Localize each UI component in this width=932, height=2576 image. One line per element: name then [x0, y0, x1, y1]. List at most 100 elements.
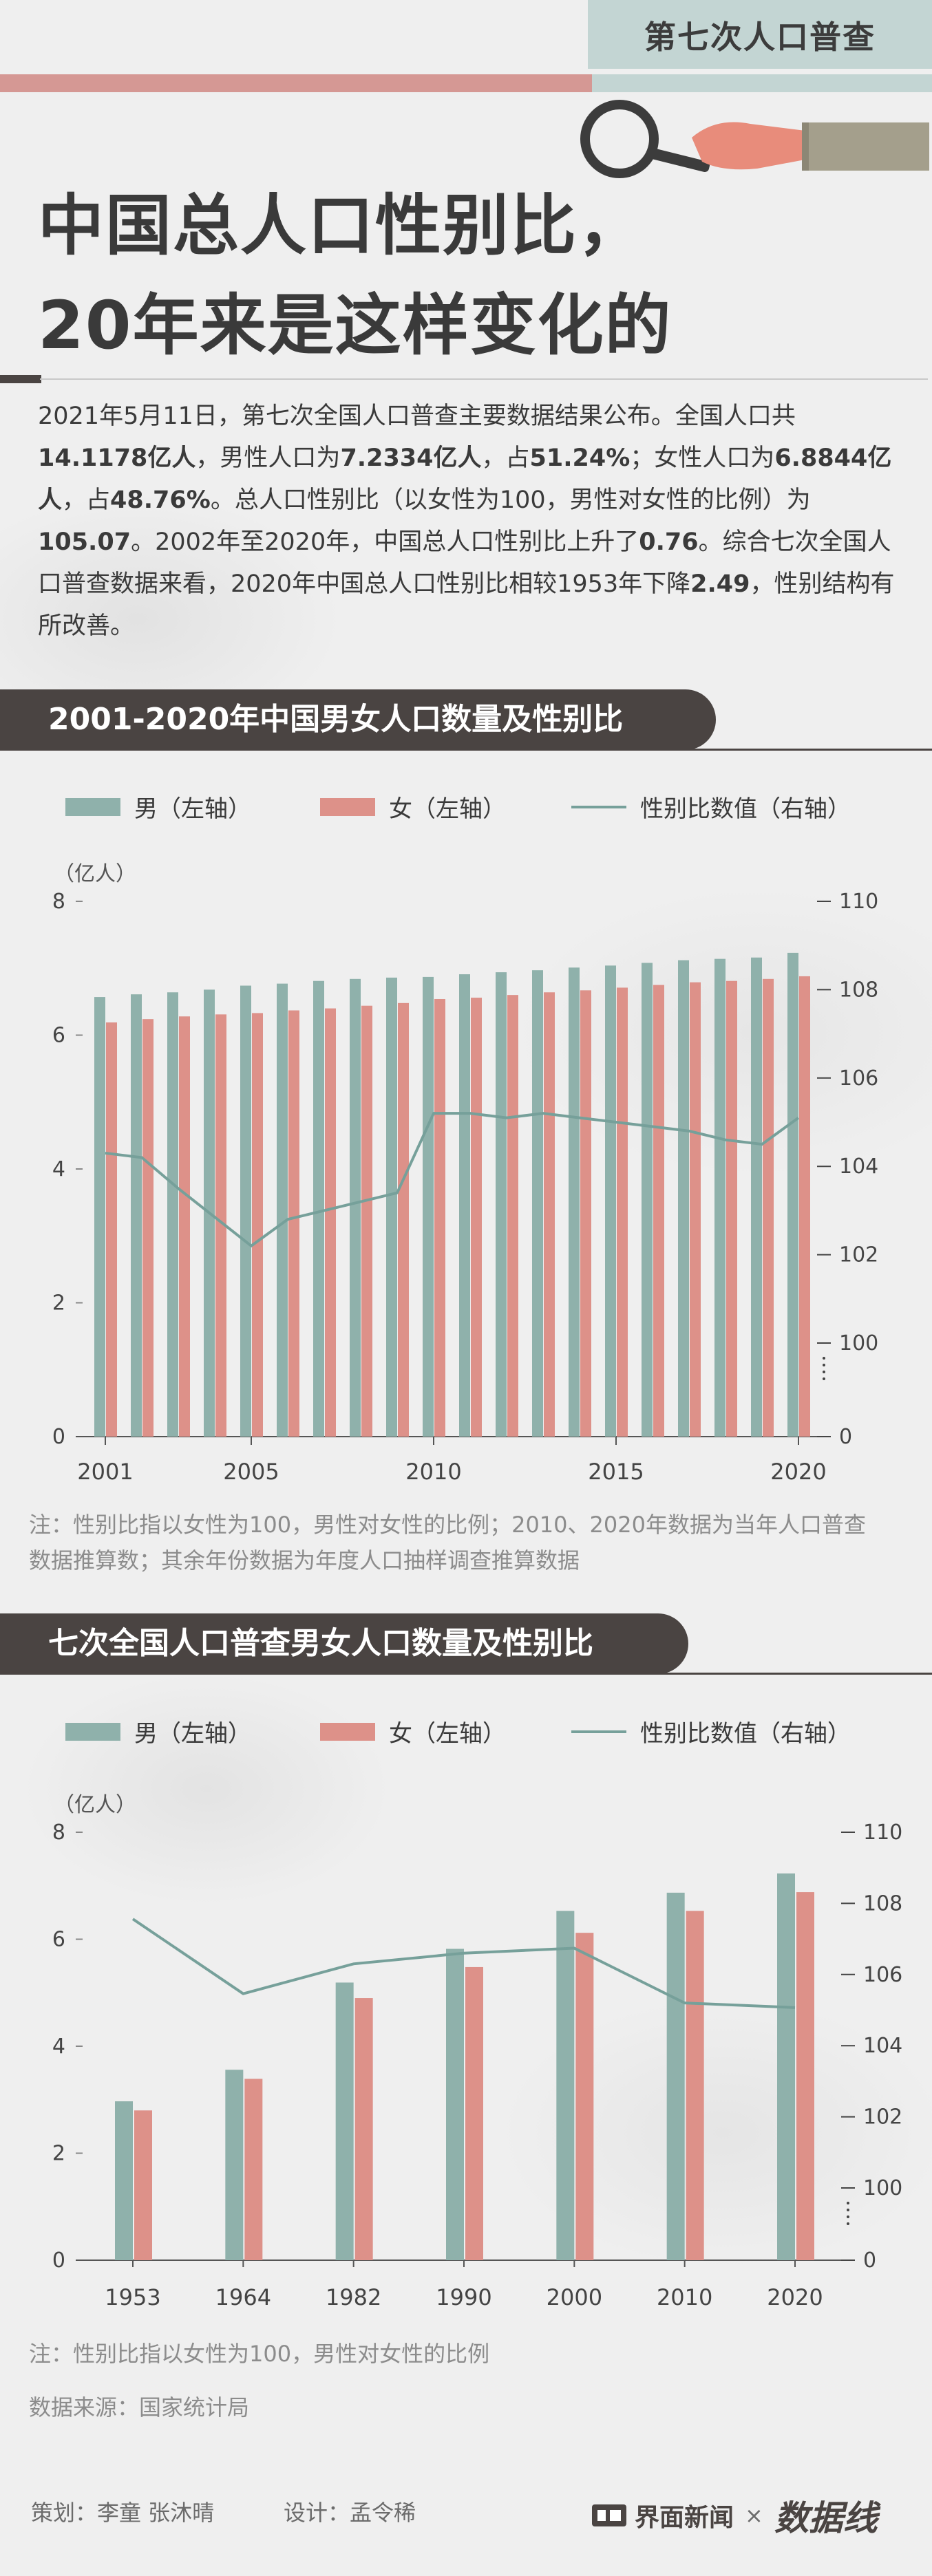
left-axis-tick: 0 [52, 1425, 65, 1449]
header-stripe-red [0, 74, 592, 92]
bar-female [763, 978, 774, 1437]
sleeve-icon [802, 122, 929, 171]
intro-highlight: 0.76 [639, 528, 699, 556]
bar-male [459, 974, 470, 1437]
note-census: 注：性别比指以女性为100，男性对女性的比例 [29, 2341, 490, 2367]
legend-female-label: 女（左轴） [389, 1720, 506, 1748]
bar-male [751, 957, 762, 1437]
left-axis-tick: 2 [52, 2142, 65, 2166]
section-title-annual: 2001-2020年中国男女人口数量及性别比 [0, 689, 716, 750]
x-axis-tick: 2005 [223, 1459, 279, 1485]
intro-highlight: 48.76% [110, 486, 211, 514]
bar-male [115, 2101, 133, 2260]
intro-highlight: 105.07 [38, 528, 131, 556]
chart-census: （亿人） 0 2 4 6 8 0 100 102 104 106 108 110 1953 1964 1982… [52, 1793, 902, 2310]
credit-planner: 策划：李童 张沐晴 [31, 2500, 215, 2526]
x-axis-tick: 2010 [405, 1459, 461, 1485]
section-title-census: 七次全国人口普查男女人口数量及性别比 [0, 1613, 688, 1674]
right-axis-tick: 110 [863, 1821, 902, 1845]
bar-male [240, 985, 251, 1437]
x-axis-tick: 2015 [588, 1459, 644, 1485]
bar-male [556, 1911, 575, 2260]
intro-text: 2021年5月11日，第七次全国人口普查主要数据结果公布。全国人口共 [38, 402, 796, 430]
intro-highlight: 7.2334亿人 [340, 444, 482, 472]
page-title-line1: 中国总人口性别比， [38, 187, 645, 264]
section-rule-annual [0, 749, 932, 751]
left-axis-tick: 4 [52, 2035, 65, 2059]
magnifier-illustration [580, 100, 929, 178]
right-axis-tick: 104 [839, 1155, 878, 1179]
x-axis-tick: 2000 [547, 2284, 602, 2310]
jiemian-logo-icon [592, 2504, 626, 2526]
x-axis-tick: 1982 [326, 2284, 381, 2310]
right-axis-break [847, 2222, 849, 2225]
brand-name: 界面新闻 [635, 2504, 734, 2532]
brand-logo: 界面新闻 × 数据线 [591, 2491, 878, 2540]
bar-male [386, 977, 397, 1437]
left-axis-tick: 8 [52, 890, 65, 914]
credit-designer: 设计：孟令稀 [284, 2500, 416, 2526]
intro-highlight: 2.49 [690, 570, 750, 598]
brand-cross: × [745, 2502, 763, 2529]
x-axis-tick: 1990 [436, 2284, 491, 2310]
bar-male [225, 2070, 244, 2260]
right-axis-break [847, 2215, 849, 2218]
right-axis-tick: 108 [863, 1891, 902, 1915]
right-axis-tick: 102 [839, 1243, 878, 1267]
right-axis-break [847, 2209, 849, 2211]
right-axis-tick: 0 [839, 1425, 852, 1449]
title-divider-line [40, 378, 928, 380]
bar-female [575, 1933, 594, 2260]
intro-text: ，占 [62, 486, 111, 514]
chart-annual: （亿人） 0 2 4 6 8 0 100 102 104 106 108 110 2001 2005 2010… [52, 862, 878, 1485]
bar-female [580, 990, 591, 1437]
right-axis-break [823, 1371, 825, 1373]
bar-male [605, 965, 616, 1437]
left-axis-tick: 8 [52, 1821, 65, 1845]
bar-female [361, 1005, 372, 1437]
ratio-line [105, 1112, 800, 1248]
left-axis-tick: 0 [52, 2248, 65, 2273]
bar-female [726, 980, 737, 1437]
legend-ratio-swatch [571, 805, 626, 808]
header-tag-text: 第七次人口普查 [644, 19, 876, 56]
bar-male [777, 1873, 795, 2260]
intro-text: ；女性人口为 [630, 444, 775, 472]
hand-icon [692, 122, 812, 170]
intro-text: ，男性人口为 [195, 444, 341, 472]
bar-female [796, 1892, 814, 2260]
bar-female [690, 982, 701, 1437]
intro-paragraph: 2021年5月11日，第七次全国人口普查主要数据结果公布。全国人口共 14.117… [38, 396, 898, 647]
header-stripe-teal [592, 74, 932, 92]
intro-highlight: 14.1178亿人 [38, 444, 196, 472]
legend-ratio-swatch [571, 1730, 626, 1733]
data-source: 数据来源：国家统计局 [29, 2394, 250, 2421]
bar-female [106, 1022, 117, 1437]
legend-ratio-label: 性别比数值（右轴） [640, 795, 851, 823]
intro-text: 。总人口性别比（以女性为100，男性对女性的比例）为 [210, 486, 811, 514]
bar-male [787, 952, 798, 1437]
bar-male [94, 997, 105, 1437]
intro-text: ，性别结构有所改善。 [38, 570, 895, 640]
intro-highlight: 51.24% [529, 444, 631, 472]
bar-female [471, 998, 482, 1437]
left-axis-unit: （亿人） [54, 862, 136, 886]
bar-male [642, 963, 653, 1437]
bar-female [142, 1019, 153, 1437]
bar-male [423, 976, 434, 1437]
bar-male [569, 967, 580, 1437]
x-axis-tick: 2020 [770, 1459, 826, 1485]
right-axis-tick: 0 [863, 2248, 876, 2273]
bar-female [134, 2110, 152, 2260]
legend-female-swatch [320, 1722, 375, 1741]
bar-female [325, 1008, 336, 1437]
note-annual-line2: 数据推算数；其余年份数据为年度人口抽样调查推算数据 [29, 1547, 580, 1574]
legend-ratio-census: 性别比数值（右轴） [571, 1715, 851, 1748]
bar-female [434, 998, 445, 1437]
intro-highlight: 6.8844亿人 [38, 444, 892, 514]
x-axis-tick: 2010 [657, 2284, 712, 2310]
bar-male [532, 970, 543, 1437]
right-axis-tick: 104 [863, 2034, 902, 2058]
bar-male [666, 1892, 685, 2260]
intro-text: 。综合七次全国人口普查数据来看，2020年中国总人口性别比相较1953年下降 [38, 528, 891, 598]
